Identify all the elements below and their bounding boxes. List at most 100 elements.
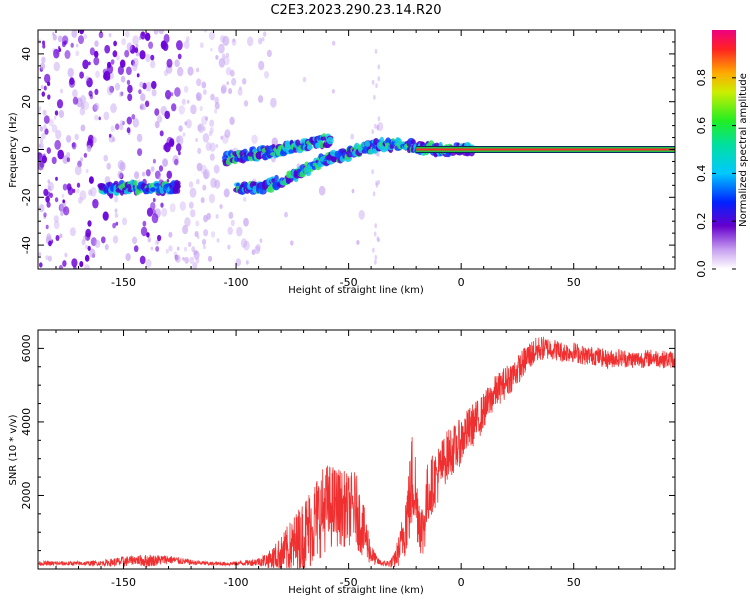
spectrogram-plot-area	[38, 30, 675, 269]
spectrogram-noise-point	[158, 176, 161, 180]
spectrogram-noise-point	[69, 77, 75, 85]
spectrogram-noise-point	[47, 81, 51, 86]
spectrogram-noise-point	[126, 79, 131, 85]
spectrogram-noise-point	[225, 52, 230, 58]
spectrogram-noise-point	[38, 142, 44, 151]
spectrogram-noise-point	[42, 40, 45, 45]
spectrogram-noise-point	[377, 152, 380, 157]
spectrogram-noise-point	[201, 238, 207, 246]
spectrogram-noise-point	[356, 240, 360, 245]
spectrogram-noise-point	[185, 119, 192, 129]
spectrogram-noise-point	[290, 240, 294, 246]
spectrogram-noise-point	[195, 220, 200, 227]
spectrogram-noise-point	[54, 139, 61, 150]
spectrogram-noise-point	[165, 89, 172, 100]
spectrogram-noise-point	[67, 186, 74, 196]
spectrogram-noise-point	[376, 236, 380, 242]
upper-branch-blob	[307, 145, 313, 151]
spectrogram-noise-point	[89, 47, 95, 56]
spectrogram-noise-point	[176, 246, 180, 251]
spectrogram-noise-point	[194, 231, 199, 238]
spectrogram-noise-point	[236, 226, 243, 237]
spectrogram-noise-point	[157, 234, 162, 242]
spectrogram-noise-point	[49, 192, 53, 198]
spectrogram-noise-point	[192, 262, 198, 269]
spectrogram-noise-point	[188, 181, 194, 188]
spectrogram-noise-point	[75, 50, 80, 57]
spectrogram-noise-point	[209, 142, 216, 152]
spectrogram-noise-point	[139, 103, 145, 111]
spectrogram-noise-point	[185, 36, 190, 42]
spectrogram-noise-point	[199, 105, 203, 112]
spectrogram-noise-point	[54, 110, 59, 116]
spectrogram-noise-point	[94, 239, 101, 248]
spectrogram-noise-point	[121, 217, 128, 226]
spectrogram-noise-point	[284, 211, 288, 218]
spectrogram-noise-point	[184, 256, 189, 264]
spectrogram-noise-point	[94, 114, 99, 121]
spectrogram-noise-point	[259, 238, 263, 243]
spectrogram-noise-point	[38, 204, 45, 213]
spectrogram-noise-point	[88, 61, 91, 66]
spectrogram-noise-point	[182, 224, 189, 235]
spectrogram-noise-point	[125, 66, 132, 76]
spectrogram-noise-point	[39, 262, 43, 268]
spectrogram-noise-point	[43, 124, 47, 130]
spectrogram-noise-point	[190, 209, 196, 218]
spectrogram-noise-point	[131, 114, 136, 120]
spectrogram-noise-point	[51, 156, 57, 165]
spectrogram-noise-point	[150, 246, 154, 251]
spectrogram-noise-point	[89, 94, 94, 100]
spectrogram-noise-point	[62, 199, 65, 204]
spectrogram-noise-point	[79, 261, 84, 268]
spectrogram-noise-point	[104, 244, 109, 251]
spectrogram-noise-point	[218, 58, 226, 68]
spectrogram-noise-point	[203, 229, 209, 237]
spectrogram-noise-point	[44, 128, 49, 135]
x-tick-label: 0	[458, 276, 465, 289]
spectrogram-noise-point	[214, 108, 218, 114]
spectrogram-noise-point	[95, 70, 100, 79]
spectrogram-noise-point	[106, 85, 114, 96]
x-tick-label: -150	[111, 276, 136, 289]
spectrogram-noise-point	[203, 244, 206, 250]
spectrogram-noise-point	[45, 224, 49, 230]
spectrogram-noise-point	[124, 30, 130, 38]
spectrogram-y-axis-label: Frequency (Hz)	[8, 112, 19, 188]
spectrogram-noise-point	[53, 115, 57, 120]
spectrogram-noise-point	[80, 95, 86, 104]
spectrogram-noise-point	[44, 73, 51, 84]
spectrogram-noise-point	[72, 96, 79, 105]
spectrogram-noise-point	[55, 235, 60, 241]
spectrogram-noise-point	[132, 236, 138, 245]
spectrogram-noise-point	[90, 187, 97, 197]
spectrogram-noise-point	[116, 54, 120, 61]
spectrogram-noise-point	[155, 246, 160, 252]
spectrogram-noise-point	[373, 94, 376, 100]
x-tick-label: -50	[340, 276, 358, 289]
spectrogram-noise-point	[104, 44, 111, 54]
y-tick-label: 40	[20, 47, 33, 61]
spectrogram-noise-point	[182, 132, 186, 137]
spectrogram-noise-point	[195, 178, 200, 185]
steady-carrier-core	[416, 148, 675, 151]
spectrogram-noise-point	[215, 55, 219, 60]
spectrogram-noise-point	[79, 190, 87, 201]
spectrogram-noise-point	[132, 57, 139, 68]
spectrogram-noise-point	[136, 133, 143, 143]
spectrogram-noise-point	[178, 125, 183, 132]
spectrogram-noise-point	[177, 66, 184, 77]
spectrogram-noise-point	[245, 260, 249, 265]
spectrogram-noise-point	[210, 47, 213, 52]
x-tick-label: 50	[567, 576, 581, 589]
spectrogram-noise-point	[71, 142, 76, 148]
spectrogram-noise-point	[150, 166, 155, 172]
spectrogram-noise-point	[179, 201, 186, 211]
y-tick-label: -40	[20, 236, 33, 254]
spectrogram-noise-point	[63, 206, 70, 216]
spectrogram-noise-point	[196, 92, 200, 98]
spectrogram-noise-point	[43, 212, 47, 218]
spectrogram-noise-point	[133, 245, 139, 253]
spectrogram-noise-point	[61, 193, 65, 198]
spectrogram-noise-point	[85, 228, 92, 238]
